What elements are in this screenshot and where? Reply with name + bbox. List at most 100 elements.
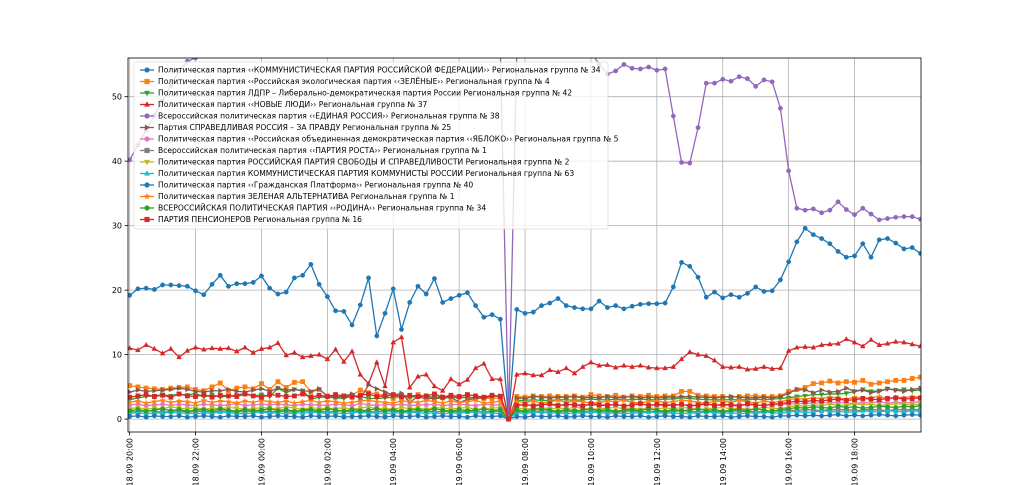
data-point <box>324 406 330 412</box>
x-tick-label: 19.09 08:00 <box>521 438 530 485</box>
data-point <box>637 301 643 307</box>
data-point <box>835 249 841 254</box>
data-point <box>629 65 635 71</box>
data-point <box>547 300 553 306</box>
legend-marker <box>144 147 150 154</box>
data-point <box>185 386 191 393</box>
data-point <box>621 306 627 312</box>
data-point <box>876 341 883 347</box>
data-point <box>843 405 849 410</box>
data-point <box>794 412 800 418</box>
data-point <box>128 394 133 400</box>
data-point <box>366 407 371 413</box>
data-point <box>629 363 635 369</box>
data-point <box>918 395 921 401</box>
data-point <box>852 253 857 259</box>
data-point <box>266 398 274 405</box>
data-point <box>506 416 511 422</box>
data-point <box>629 303 635 309</box>
data-point <box>547 367 553 373</box>
data-point <box>630 393 636 400</box>
data-point <box>407 414 413 419</box>
data-point <box>168 386 174 393</box>
data-point <box>604 361 611 367</box>
legend-entry: Политическая партия ‹‹Гражданская Платфо… <box>140 181 473 190</box>
data-point <box>184 347 191 353</box>
data-point <box>579 363 586 369</box>
data-point <box>860 413 866 419</box>
data-point <box>538 372 545 378</box>
data-point <box>802 413 808 419</box>
data-point <box>686 397 694 404</box>
data-point <box>843 254 849 260</box>
data-point <box>720 401 726 407</box>
data-point <box>819 398 825 404</box>
legend-label: Политическая партия ‹‹Российская объедин… <box>158 135 619 144</box>
data-point <box>605 393 611 400</box>
data-point <box>696 394 702 400</box>
data-point <box>745 76 750 82</box>
data-point <box>893 387 899 393</box>
data-point <box>819 405 825 410</box>
data-point <box>275 291 281 297</box>
data-point <box>481 414 487 419</box>
data-point <box>414 398 422 406</box>
data-point <box>843 379 849 385</box>
series-14 <box>128 391 921 422</box>
data-point <box>241 397 249 404</box>
data-point <box>769 401 775 407</box>
data-point <box>917 343 921 349</box>
data-point <box>852 388 858 395</box>
data-point <box>440 413 446 419</box>
x-tick-label: 19.09 00:00 <box>257 438 266 485</box>
data-point <box>687 348 693 354</box>
data-point <box>770 395 776 401</box>
data-point <box>193 288 198 294</box>
data-point <box>233 399 241 406</box>
data-point <box>160 414 165 419</box>
data-point <box>745 395 751 401</box>
data-point <box>217 345 224 351</box>
data-point <box>892 401 899 407</box>
data-point <box>259 394 264 400</box>
data-point <box>588 359 594 365</box>
data-point <box>432 395 438 401</box>
data-point <box>225 398 232 405</box>
data-point <box>794 239 800 245</box>
data-point <box>539 414 544 419</box>
data-point <box>564 394 570 400</box>
data-point <box>184 408 190 414</box>
data-point <box>160 387 166 393</box>
data-point <box>687 160 693 166</box>
data-point <box>695 351 701 357</box>
data-point <box>769 79 775 85</box>
data-point <box>802 225 808 231</box>
data-point <box>687 393 693 400</box>
data-point <box>233 406 240 412</box>
data-point <box>720 413 726 419</box>
data-point <box>785 347 792 353</box>
data-point <box>226 283 231 289</box>
data-point <box>522 414 528 420</box>
data-point <box>876 237 882 243</box>
data-point <box>678 396 685 404</box>
data-point <box>250 413 256 419</box>
data-point <box>415 413 421 419</box>
data-point <box>892 408 899 414</box>
data-point <box>415 283 421 289</box>
data-point <box>654 414 660 419</box>
data-point <box>629 414 635 419</box>
legend-marker <box>144 67 150 73</box>
data-point <box>514 371 520 377</box>
data-point <box>315 398 323 406</box>
data-point <box>168 345 174 351</box>
data-point <box>736 74 742 80</box>
legend-marker <box>144 216 150 223</box>
legend-label: Политическая партия ЗЕЛЕНАЯ АЛЬТЕРНАТИВА… <box>158 192 455 201</box>
legend-entry: Всероссийская политическая партия ‹‹ЕДИН… <box>140 112 500 121</box>
data-point <box>835 403 841 409</box>
data-point <box>128 345 133 351</box>
data-point <box>703 80 709 86</box>
data-point <box>703 408 709 414</box>
data-point <box>251 387 257 393</box>
